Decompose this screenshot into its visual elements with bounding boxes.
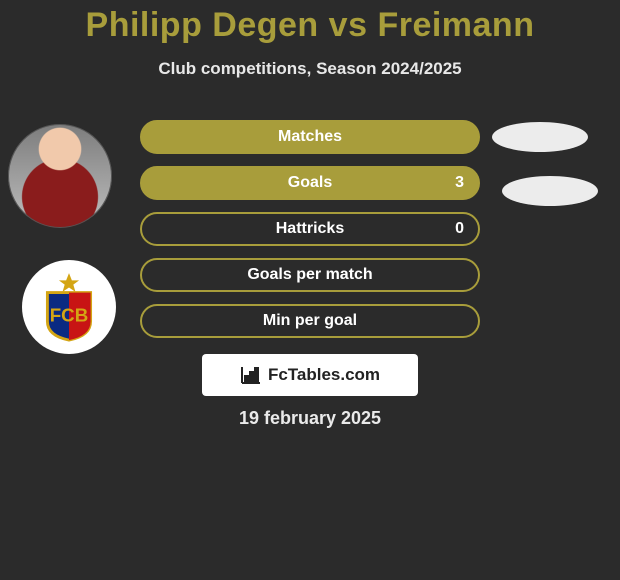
club-badge: FCB <box>22 260 116 354</box>
stat-value: 0 <box>455 220 464 238</box>
player-avatar <box>8 124 112 228</box>
snapshot-date: 19 february 2025 <box>0 408 620 429</box>
side-ellipse <box>502 176 598 206</box>
competition-subtitle: Club competitions, Season 2024/2025 <box>0 59 620 79</box>
vs-separator: vs <box>329 6 368 44</box>
side-ellipse <box>492 122 588 152</box>
branding-badge: FcTables.com <box>202 354 418 396</box>
stat-rows: Matches Goals 3 Hattricks 0 Goals per ma… <box>140 120 480 350</box>
bar-chart-icon <box>240 365 262 385</box>
comparison-title: Philipp Degen vs Freimann <box>0 0 620 45</box>
stat-label: Goals per match <box>247 266 372 284</box>
stat-row-goals-per-match: Goals per match <box>140 258 480 292</box>
badge-star-icon <box>59 273 79 292</box>
stat-row-hattricks: Hattricks 0 <box>140 212 480 246</box>
club-badge-icon: FCB <box>33 271 105 343</box>
stat-label: Goals <box>288 174 332 192</box>
stat-label: Hattricks <box>276 220 344 238</box>
stat-label: Matches <box>278 128 342 146</box>
stat-row-matches: Matches <box>140 120 480 154</box>
player1-name: Philipp Degen <box>86 6 319 44</box>
stat-row-goals: Goals 3 <box>140 166 480 200</box>
stat-value: 3 <box>455 174 464 192</box>
badge-letters: FCB <box>50 304 88 325</box>
stat-label: Min per goal <box>263 312 357 330</box>
branding-text: FcTables.com <box>268 365 380 385</box>
player2-name: Freimann <box>377 6 534 44</box>
stat-row-min-per-goal: Min per goal <box>140 304 480 338</box>
